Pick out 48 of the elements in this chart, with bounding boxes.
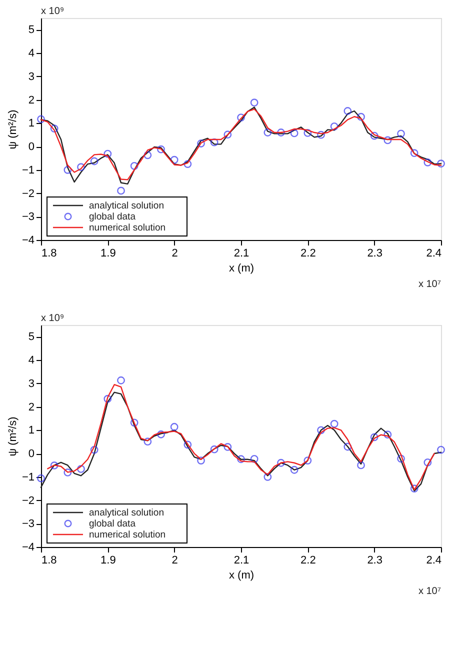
x-tick-label: 2 bbox=[172, 554, 178, 566]
y-tick-label: 0 bbox=[28, 141, 34, 154]
x-axis-title: x (m) bbox=[228, 570, 254, 582]
y-axis-title: ψ (m²/s) bbox=[6, 416, 19, 456]
y-tick-label: 2 bbox=[28, 401, 34, 414]
text: x 10⁹ bbox=[41, 6, 64, 17]
x-tick-label: 2.3 bbox=[367, 554, 382, 566]
y-axis-title: ψ (m²/s) bbox=[6, 110, 19, 150]
y-tick-label: 0 bbox=[28, 448, 34, 460]
text: x 10⁷ bbox=[418, 279, 442, 290]
x-tick-label: 1.9 bbox=[100, 248, 116, 260]
y-tick-label: 4 bbox=[28, 48, 34, 60]
x-tick-label: 1.8 bbox=[42, 554, 57, 566]
x-tick-label: 2.1 bbox=[234, 248, 250, 260]
legend-label: global data bbox=[89, 518, 136, 530]
x-tick-label: 2 bbox=[172, 248, 178, 260]
y-tick-label: −3 bbox=[22, 518, 34, 530]
legend-label: global data bbox=[89, 212, 136, 222]
legend-label: numerical solution bbox=[89, 222, 166, 234]
legend-label: analytical solution bbox=[89, 508, 164, 518]
x-tick-label: 1.9 bbox=[100, 554, 116, 566]
x-tick-label: 2.4 bbox=[426, 554, 442, 566]
y-tick-label: 3 bbox=[28, 378, 34, 390]
legend-label: numerical solution bbox=[89, 530, 166, 540]
x-axis-title: x (m) bbox=[228, 262, 254, 274]
text: x 10⁷ bbox=[418, 586, 442, 597]
y-tick-label: 3 bbox=[28, 70, 34, 83]
y-tick-label: −4 bbox=[22, 542, 34, 554]
legend-label: analytical solution bbox=[89, 200, 164, 212]
y-tick-label: 1 bbox=[28, 424, 34, 437]
text: x 10⁹ bbox=[41, 313, 64, 324]
x-tick-label: 2.3 bbox=[367, 248, 382, 260]
y-tick-label: −2 bbox=[22, 494, 34, 507]
y-tick-label: −3 bbox=[22, 211, 34, 224]
y-tick-label: 5 bbox=[28, 24, 34, 36]
x-tick-label: 2.2 bbox=[300, 248, 316, 260]
y-tick-label: 5 bbox=[28, 331, 34, 344]
x-tick-label: 1.8 bbox=[42, 248, 57, 260]
y-tick-label: −2 bbox=[22, 188, 34, 200]
y-tick-label: −1 bbox=[22, 164, 34, 176]
y-tick-label: 1 bbox=[28, 118, 34, 130]
x-tick-label: 2.1 bbox=[234, 554, 250, 566]
y-tick-label: −4 bbox=[22, 234, 34, 246]
y-tick-label: −1 bbox=[22, 471, 34, 484]
x-tick-label: 2.2 bbox=[300, 554, 316, 566]
y-tick-label: 2 bbox=[28, 94, 34, 106]
x-tick-label: 2.4 bbox=[426, 248, 442, 260]
y-tick-label: 4 bbox=[28, 354, 34, 367]
